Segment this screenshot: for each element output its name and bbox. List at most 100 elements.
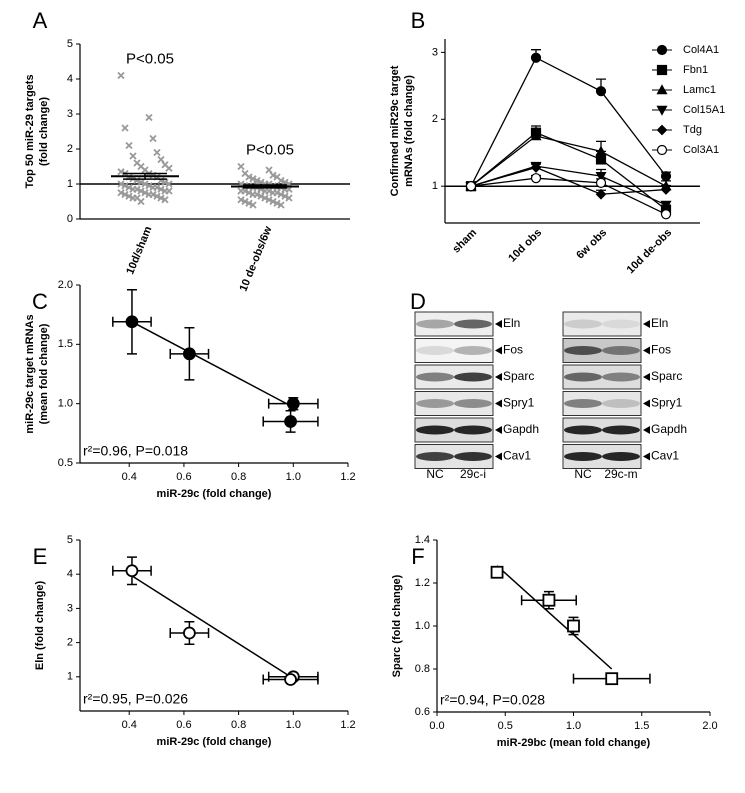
marker xyxy=(660,184,672,195)
blot-band xyxy=(564,346,602,355)
blot-band xyxy=(416,452,454,461)
marker xyxy=(465,181,477,192)
marker xyxy=(660,171,672,182)
arrow xyxy=(495,426,502,434)
point xyxy=(269,197,277,206)
y-axis-title: miR-29c target mRNAs xyxy=(24,314,36,433)
point xyxy=(245,199,253,207)
band-label: Fos xyxy=(651,343,671,357)
blot-band xyxy=(454,452,492,461)
blot-band xyxy=(454,425,492,435)
series-line xyxy=(470,131,667,211)
legend-marker xyxy=(656,44,668,56)
point xyxy=(121,182,129,190)
legend-label: Col3A1 xyxy=(683,144,719,156)
point xyxy=(165,180,173,188)
point xyxy=(125,183,133,192)
band-label: Gapdh xyxy=(503,422,539,436)
point xyxy=(137,178,145,186)
legend-label: Lamc1 xyxy=(683,84,716,96)
y-tick-label: 1 xyxy=(67,671,73,683)
arrow xyxy=(643,452,650,461)
marker xyxy=(530,52,542,63)
marker xyxy=(542,593,556,607)
point xyxy=(265,187,273,195)
y-axis-title: (mean fold change) xyxy=(38,323,50,424)
x-tick-label: 2.0 xyxy=(702,720,717,732)
legend-marker xyxy=(656,144,668,156)
marker xyxy=(490,565,504,579)
lane-label: 29c-m xyxy=(604,467,637,481)
marker xyxy=(284,415,297,428)
y-tick-label: 0.8 xyxy=(415,663,430,675)
y-axis-title: Top 50 miR-29 targets xyxy=(24,74,36,188)
blot-band xyxy=(602,452,640,461)
annotation: r²=0.96, P=0.018 xyxy=(83,443,188,459)
point xyxy=(153,183,161,192)
x-tick-label: 0.4 xyxy=(122,719,137,731)
y-tick-label: 1.0 xyxy=(58,398,73,410)
marker xyxy=(595,188,607,200)
point xyxy=(245,173,253,181)
y-tick-label: 4 xyxy=(67,568,73,580)
point xyxy=(165,187,173,195)
y-tick-label: 0 xyxy=(67,213,73,225)
y-tick-label: 2 xyxy=(432,113,438,125)
series-line xyxy=(470,135,667,187)
series-line xyxy=(470,177,667,215)
legend-marker xyxy=(656,64,668,76)
marker xyxy=(595,145,607,156)
panel-label: D xyxy=(410,289,426,314)
series-line xyxy=(470,56,667,187)
point xyxy=(285,194,293,202)
panel-label: E xyxy=(33,544,48,569)
marker xyxy=(182,626,196,640)
x-tick-label: 10d obs xyxy=(506,227,544,265)
band-label: Cav1 xyxy=(651,449,679,463)
marker xyxy=(660,200,672,211)
point xyxy=(273,199,281,207)
point xyxy=(245,189,253,197)
x-tick-label: 10 de-obs/6w xyxy=(237,224,274,293)
arrow xyxy=(495,320,502,328)
blot-band xyxy=(454,399,492,408)
marker xyxy=(595,171,607,182)
lane-label: NC xyxy=(574,467,592,481)
blot-band xyxy=(454,372,492,382)
band-label: Fos xyxy=(503,343,523,357)
point xyxy=(165,164,173,172)
point xyxy=(117,189,125,197)
point xyxy=(241,187,249,195)
point xyxy=(281,192,289,200)
marker xyxy=(595,177,607,188)
point xyxy=(249,201,257,209)
x-axis-title: miR-29c (fold change) xyxy=(157,488,272,500)
y-tick-label: 1.0 xyxy=(415,620,430,632)
panel-label: B xyxy=(411,8,426,33)
point xyxy=(261,194,269,202)
point xyxy=(141,189,149,197)
x-tick-label: 1.2 xyxy=(340,719,355,731)
point xyxy=(161,178,169,186)
y-tick-label: 4 xyxy=(67,73,73,85)
point xyxy=(161,196,169,204)
arrow xyxy=(495,452,502,461)
x-tick-label: 0.4 xyxy=(122,471,137,483)
point xyxy=(137,187,145,195)
band-label: Sparc xyxy=(651,369,682,383)
x-axis-title: miR-29bc (mean fold change) xyxy=(497,737,651,749)
point xyxy=(241,197,249,206)
marker xyxy=(660,209,672,220)
x-tick-label: 1.2 xyxy=(340,471,355,483)
y-tick-label: 2 xyxy=(67,143,73,155)
marker xyxy=(567,619,580,633)
annotation: P<0.05 xyxy=(126,51,174,68)
y-tick-label: 1 xyxy=(67,178,73,190)
x-tick-label: 1.0 xyxy=(566,720,581,732)
y-tick-label: 3 xyxy=(67,108,73,120)
x-tick-label: 0.5 xyxy=(498,720,513,732)
marker xyxy=(595,86,607,97)
arrow xyxy=(495,346,502,355)
marker xyxy=(595,154,607,165)
